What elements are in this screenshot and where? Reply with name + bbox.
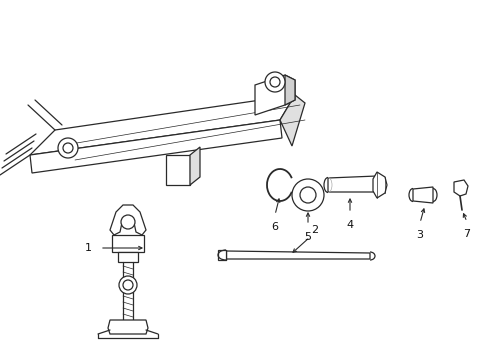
Circle shape [119,276,137,294]
Circle shape [299,187,315,203]
Polygon shape [225,251,369,259]
Polygon shape [327,176,376,192]
Polygon shape [108,320,148,334]
Text: 7: 7 [463,229,469,239]
Polygon shape [30,95,294,155]
Polygon shape [112,235,143,252]
Polygon shape [165,155,190,185]
Text: 6: 6 [271,222,278,232]
Text: 3: 3 [416,230,423,240]
Polygon shape [372,172,386,198]
Polygon shape [412,187,432,203]
Polygon shape [30,120,282,173]
Circle shape [121,215,135,229]
Polygon shape [190,147,200,185]
Circle shape [58,138,78,158]
Polygon shape [280,95,305,146]
Polygon shape [254,75,294,115]
Text: 2: 2 [311,225,318,235]
Text: 1: 1 [84,243,91,253]
Circle shape [264,72,285,92]
Polygon shape [285,75,294,105]
Circle shape [269,77,280,87]
Circle shape [291,179,324,211]
Text: 4: 4 [346,220,353,230]
Polygon shape [218,250,225,260]
Polygon shape [110,205,146,235]
Polygon shape [453,180,467,196]
Text: 5: 5 [304,232,311,242]
Circle shape [63,143,73,153]
Polygon shape [118,252,138,262]
Circle shape [123,280,133,290]
